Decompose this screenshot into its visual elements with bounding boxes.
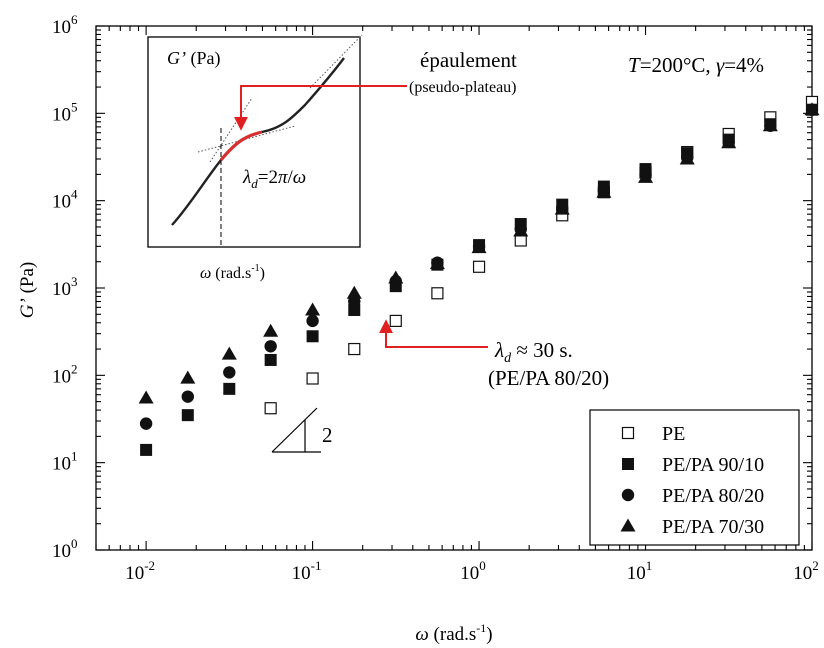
series-3	[138, 102, 820, 404]
data-point	[264, 353, 277, 366]
data-point	[181, 409, 194, 422]
y-tick-label: 103	[52, 274, 78, 300]
lambda-annotation-sample: (PE/PA 80/20)	[488, 366, 609, 390]
data-point	[804, 102, 820, 116]
data-point	[679, 151, 695, 165]
data-point	[180, 370, 196, 384]
lambda-arrow	[379, 319, 488, 348]
data-point	[221, 346, 237, 360]
inset-relation: λd=2π/ω	[242, 167, 306, 191]
x-axis-tick-labels: 10-2 10-1 100 101 102	[125, 558, 819, 584]
data-point	[305, 302, 321, 316]
data-point	[223, 366, 236, 379]
legend-marker	[622, 458, 634, 470]
data-point	[513, 223, 529, 237]
y-tick-label: 101	[52, 449, 78, 475]
legend-marker	[621, 488, 635, 502]
shoulder-arrow	[234, 85, 407, 131]
y-tick-label: 104	[52, 187, 78, 213]
data-point	[348, 342, 361, 356]
legend-label: PE	[662, 423, 685, 445]
data-point	[514, 234, 527, 247]
data-point	[264, 340, 277, 353]
inset-tangent-steep	[209, 97, 253, 163]
data-point	[389, 314, 402, 328]
data-points	[138, 95, 820, 456]
y-axis-label: G’ (Pa)	[17, 262, 38, 318]
legend-label: PE/PA 80/20	[662, 485, 764, 507]
shoulder-label: épaulement	[420, 48, 517, 72]
x-axis-label: ω (rad.s-1)	[415, 621, 492, 645]
x-tick-label: 102	[793, 558, 819, 584]
inset-shoulder-highlight	[219, 130, 263, 162]
x-tick-label: 10-1	[292, 558, 322, 584]
data-point	[181, 390, 195, 403]
x-tick-label: 101	[627, 558, 653, 584]
legend-label: PE/PA 90/10	[662, 454, 764, 476]
data-point	[721, 135, 737, 149]
data-point	[306, 314, 319, 328]
inset-x-label: ω (rad.s-1)	[200, 263, 265, 282]
legend: PE PE/PA 90/10 PE/PA 80/20 PE/PA 70/30	[589, 409, 800, 546]
x-tick-label: 10-2	[125, 558, 155, 584]
data-point	[429, 256, 445, 270]
data-point	[596, 184, 612, 198]
data-point	[472, 260, 486, 273]
shoulder-sublabel: (pseudo-plateau)	[409, 79, 517, 96]
slope-triangle	[271, 407, 321, 453]
legend-marker	[621, 426, 635, 440]
inset-y-label: G’ (Pa)	[167, 48, 221, 69]
data-point	[554, 201, 570, 215]
x-tick-label: 100	[460, 558, 486, 584]
data-point	[263, 323, 279, 337]
data-point	[348, 303, 361, 316]
data-point	[762, 118, 778, 132]
y-tick-label: 100	[52, 536, 78, 562]
legend-marker	[620, 518, 636, 532]
y-axis-tick-labels: 100 101 102 103 104 105 106	[52, 12, 78, 562]
data-point	[223, 382, 236, 395]
y-tick-label: 102	[52, 361, 78, 387]
data-point	[139, 417, 153, 430]
data-point	[431, 287, 444, 300]
data-point	[306, 330, 319, 343]
inset: G’ (Pa) λd=2π/ω	[147, 34, 363, 248]
data-point	[264, 402, 277, 415]
x-axis-ticks	[95, 26, 813, 550]
data-point	[140, 443, 153, 456]
y-axis-ticks	[96, 25, 812, 551]
data-point	[346, 285, 362, 299]
y-tick-label: 106	[52, 12, 78, 38]
y-tick-label: 105	[52, 99, 78, 125]
data-point	[471, 240, 487, 254]
lambda-annotation: λd ≈ 30 s.	[494, 338, 573, 366]
condition-annotation: T=200°C, γ=4%	[628, 53, 764, 77]
data-point	[388, 270, 404, 284]
data-point	[306, 372, 319, 385]
data-point	[638, 169, 654, 183]
data-point	[138, 390, 154, 404]
legend-label: PE/PA 70/30	[662, 516, 764, 538]
slope-label: 2	[322, 423, 333, 447]
